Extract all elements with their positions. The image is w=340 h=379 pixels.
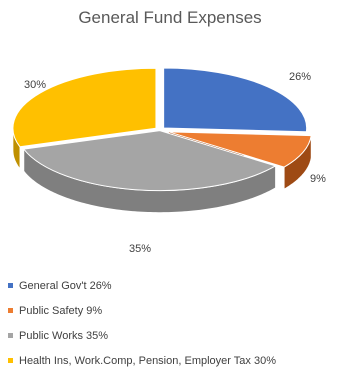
pie-chart: 26% 9% 35% 30% [0, 0, 340, 275]
legend-item-3: Health Ins, Work.Comp, Pension, Employer… [8, 354, 338, 379]
legend-swatch-3 [8, 358, 13, 363]
legend-swatch-1 [8, 308, 13, 313]
legend: General Gov't 26% Public Safety 9% Public … [8, 279, 338, 379]
legend-label-0: General Gov't 26% [19, 279, 112, 293]
data-label-1: 9% [310, 173, 326, 185]
legend-label-2: Public Works 35% [19, 329, 108, 343]
legend-label-1: Public Safety 9% [19, 304, 102, 318]
data-label-3: 30% [24, 79, 46, 91]
legend-item-2: Public Works 35% [8, 329, 338, 354]
legend-item-0: General Gov't 26% [8, 279, 338, 304]
legend-swatch-0 [8, 283, 13, 288]
data-label-0: 26% [289, 71, 311, 83]
data-label-2: 35% [129, 243, 151, 255]
legend-item-1: Public Safety 9% [8, 304, 338, 329]
legend-swatch-2 [8, 333, 13, 338]
legend-label-3: Health Ins, Work.Comp, Pension, Employer… [19, 354, 276, 368]
slice-0 [164, 68, 307, 132]
